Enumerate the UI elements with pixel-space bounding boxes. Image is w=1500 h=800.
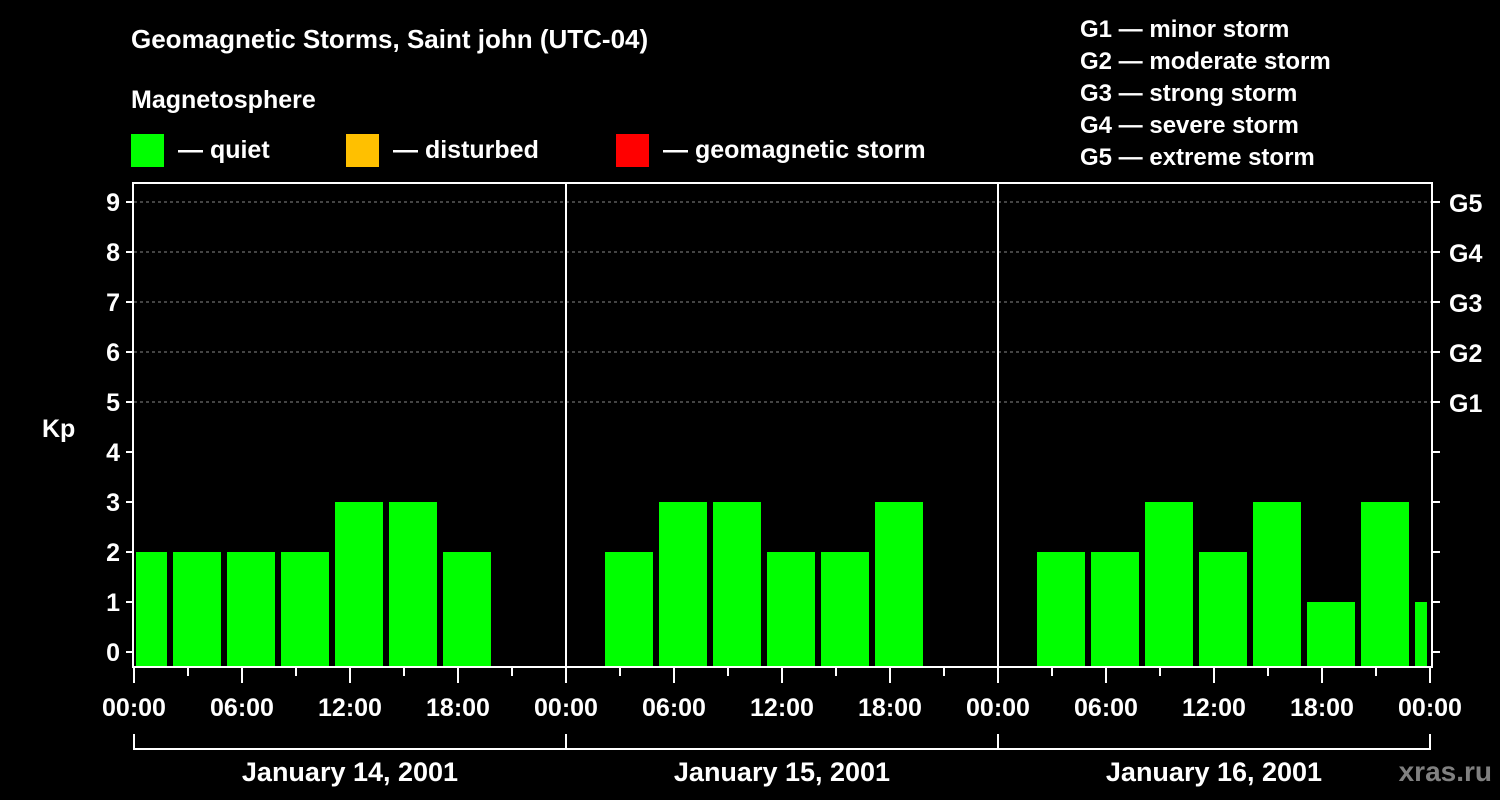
kp-bar (713, 502, 761, 666)
kp-bar (875, 502, 923, 666)
x-tick-label: 06:00 (642, 694, 706, 722)
storm-level-list: G1 — minor storm G2 — moderate storm G3 … (1080, 14, 1331, 174)
legend-label: — disturbed (393, 135, 539, 164)
day-label: January 16, 2001 (1106, 757, 1322, 787)
y-tick-label: 5 (106, 389, 120, 417)
g-level-label: G1 (1449, 390, 1482, 418)
y-tick-label: 1 (106, 589, 120, 617)
x-tick-label: 18:00 (1290, 694, 1354, 722)
kp-bar (605, 552, 653, 666)
kp-bar (173, 552, 221, 666)
x-tick-label: 00:00 (966, 694, 1030, 722)
y-tick-label: 8 (106, 239, 120, 267)
x-tick-label: 00:00 (534, 694, 598, 722)
kp-bar (1361, 502, 1409, 666)
y-tick-label: 7 (106, 289, 120, 317)
kp-bar (1415, 602, 1427, 666)
legend-swatch-storm (616, 133, 649, 167)
kp-bar (335, 502, 383, 666)
watermark: xras.ru (1398, 756, 1492, 787)
x-tick-label: 00:00 (102, 694, 166, 722)
kp-bar (1091, 552, 1139, 666)
day-bracket (565, 734, 999, 750)
g-level-label: G3 (1449, 290, 1482, 318)
legend-swatch-disturbed (346, 133, 379, 167)
storm-level: G2 — moderate storm (1080, 48, 1331, 75)
chart-title: Geomagnetic Storms, Saint john (UTC-04) (131, 24, 649, 54)
kp-bar (659, 502, 707, 666)
legend-quiet: — quiet (131, 133, 270, 167)
kp-bar (1253, 502, 1301, 666)
x-tick-label: 06:00 (210, 694, 274, 722)
g-level-label: G4 (1449, 240, 1482, 268)
legend-storm: — geomagnetic storm (616, 133, 926, 167)
chart-subtitle: Magnetosphere (131, 86, 316, 114)
y-tick-label: 3 (106, 489, 120, 517)
g-level-label: G5 (1449, 190, 1482, 218)
kp-bar (227, 552, 275, 666)
storm-level: G5 — extreme storm (1080, 144, 1315, 171)
y-tick-label: 9 (106, 189, 120, 217)
day-label: January 14, 2001 (242, 757, 458, 787)
x-tick-label: 00:00 (1398, 694, 1462, 722)
legend-label: — geomagnetic storm (663, 135, 926, 164)
kp-bar (1037, 552, 1085, 666)
kp-bar (281, 552, 329, 666)
kp-bar (136, 552, 167, 666)
y-axis-label: Kp (42, 415, 75, 443)
storm-level: G1 — minor storm (1080, 16, 1290, 43)
x-tick-label: 12:00 (318, 694, 382, 722)
x-tick-label: 06:00 (1074, 694, 1138, 722)
storm-level: G3 — strong storm (1080, 80, 1298, 107)
storm-level: G4 — severe storm (1080, 112, 1299, 139)
g-level-label: G2 (1449, 340, 1482, 368)
x-tick-label: 12:00 (750, 694, 814, 722)
kp-bar (1199, 552, 1247, 666)
legend-swatch-quiet (131, 133, 164, 167)
kp-bar (1307, 602, 1355, 666)
kp-bar (767, 552, 815, 666)
y-tick-label: 2 (106, 539, 120, 567)
legend-label: — quiet (178, 135, 270, 164)
legend-disturbed: — disturbed (346, 133, 539, 167)
x-tick-label: 18:00 (426, 694, 490, 722)
x-tick-label: 18:00 (858, 694, 922, 722)
day-label: January 15, 2001 (674, 757, 890, 787)
kp-bar (821, 552, 869, 666)
y-tick-label: 6 (106, 339, 120, 367)
kp-bar (443, 552, 491, 666)
day-bracket (997, 734, 1431, 750)
x-tick-label: 12:00 (1182, 694, 1246, 722)
y-tick-label: 0 (106, 639, 120, 667)
kp-bar (1145, 502, 1193, 666)
day-bracket (133, 734, 567, 750)
kp-bar (389, 502, 437, 666)
y-tick-label: 4 (106, 439, 120, 467)
